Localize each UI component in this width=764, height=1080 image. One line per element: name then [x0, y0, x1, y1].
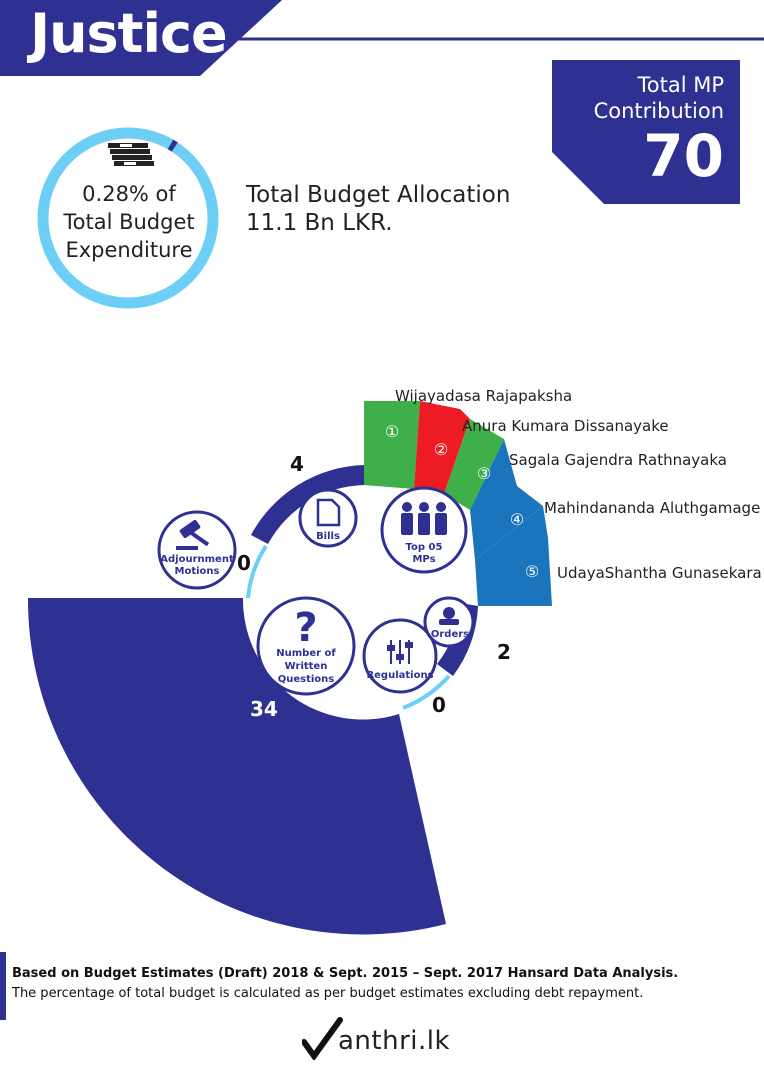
manthri-logo[interactable]: anthri.lk — [302, 1016, 472, 1066]
top-mp-name: Mahindananda Aluthgamage — [544, 499, 761, 517]
adjournment-arc — [246, 544, 268, 599]
top-mp-sector-2 — [414, 401, 470, 494]
mp-contribution-label: Total MP — [637, 73, 724, 97]
footer-method-note: The percentage of total budget is calcul… — [12, 986, 644, 1001]
written-questions-label: Written — [285, 661, 328, 672]
written-questions-label: Number of — [276, 648, 336, 659]
top-mp-name: Anura Kumara Dissanayake — [462, 417, 669, 435]
mp-contribution-label: Contribution — [593, 99, 724, 123]
adjournment-count: 0 — [237, 551, 251, 575]
top-mp-sector-1 — [364, 401, 420, 489]
budget-share-text: Expenditure — [65, 238, 193, 262]
top-mp-rank: ④ — [510, 510, 524, 529]
written-questions-count: 34 — [250, 697, 278, 721]
money-stack-icon — [108, 143, 154, 166]
budget-share-text: Total Budget — [63, 210, 195, 234]
mp-contribution-value: 70 — [643, 122, 724, 190]
top-mp-rank: ① — [385, 422, 399, 441]
top-mp-sector-4 — [470, 439, 543, 560]
top-mp-name: UdayaShantha Gunasekara — [557, 564, 762, 582]
budget-ring — [37, 127, 219, 309]
checkmark-m-icon — [302, 1017, 343, 1060]
footer-source-note: Based on Budget Estimates (Draft) 2018 &… — [12, 966, 679, 981]
orders-label: Orders — [431, 629, 469, 640]
stamp-icon — [439, 607, 459, 625]
budget-allocation-label: Total Budget Allocation — [246, 182, 511, 208]
budget-allocation-value: 11.1 Bn LKR. — [246, 210, 393, 236]
regulations-count: 0 — [432, 693, 446, 717]
gavel-icon — [176, 519, 210, 550]
budget-share-arc — [167, 139, 178, 152]
header-banner — [0, 0, 764, 76]
top-mp-name: Wijayadasa Rajapaksha — [395, 387, 573, 405]
regulations-arc — [402, 674, 451, 710]
written-questions-label: Questions — [278, 674, 335, 685]
footer-accent-bar — [0, 952, 6, 1020]
page-title: Justice — [30, 2, 228, 65]
top-mp-name: Sagala Gajendra Rathnayaka — [509, 451, 727, 469]
document-icon — [316, 498, 341, 527]
top-mp-sector-3 — [444, 419, 504, 510]
people-group-icon — [401, 502, 447, 535]
logo-text: anthri.lk — [338, 1026, 451, 1056]
top-mp-rank: ⑤ — [525, 562, 539, 581]
regulations-label: Regulations — [366, 670, 433, 681]
sliders-icon — [387, 640, 413, 664]
mp-contribution-box: Total MP Contribution 70 — [552, 60, 740, 204]
bills-arc — [251, 465, 364, 544]
top-mp-sector-5 — [475, 506, 552, 606]
top-mps-label: MPs — [412, 554, 435, 565]
orders-count: 2 — [497, 640, 511, 664]
budget-share-text: 0.28% of — [82, 182, 176, 206]
top-mp-rank: ③ — [477, 464, 491, 483]
bills-label: Bills — [316, 531, 340, 542]
top-mp-rank: ② — [434, 440, 448, 459]
bills-count: 4 — [290, 452, 304, 476]
adjournment-label: Motions — [175, 566, 220, 577]
question-mark-icon: ? — [294, 605, 317, 651]
adjournment-label: Adjournment — [160, 554, 234, 565]
top-mps-label: Top 05 — [406, 542, 443, 553]
written-questions-sector — [27, 598, 446, 935]
